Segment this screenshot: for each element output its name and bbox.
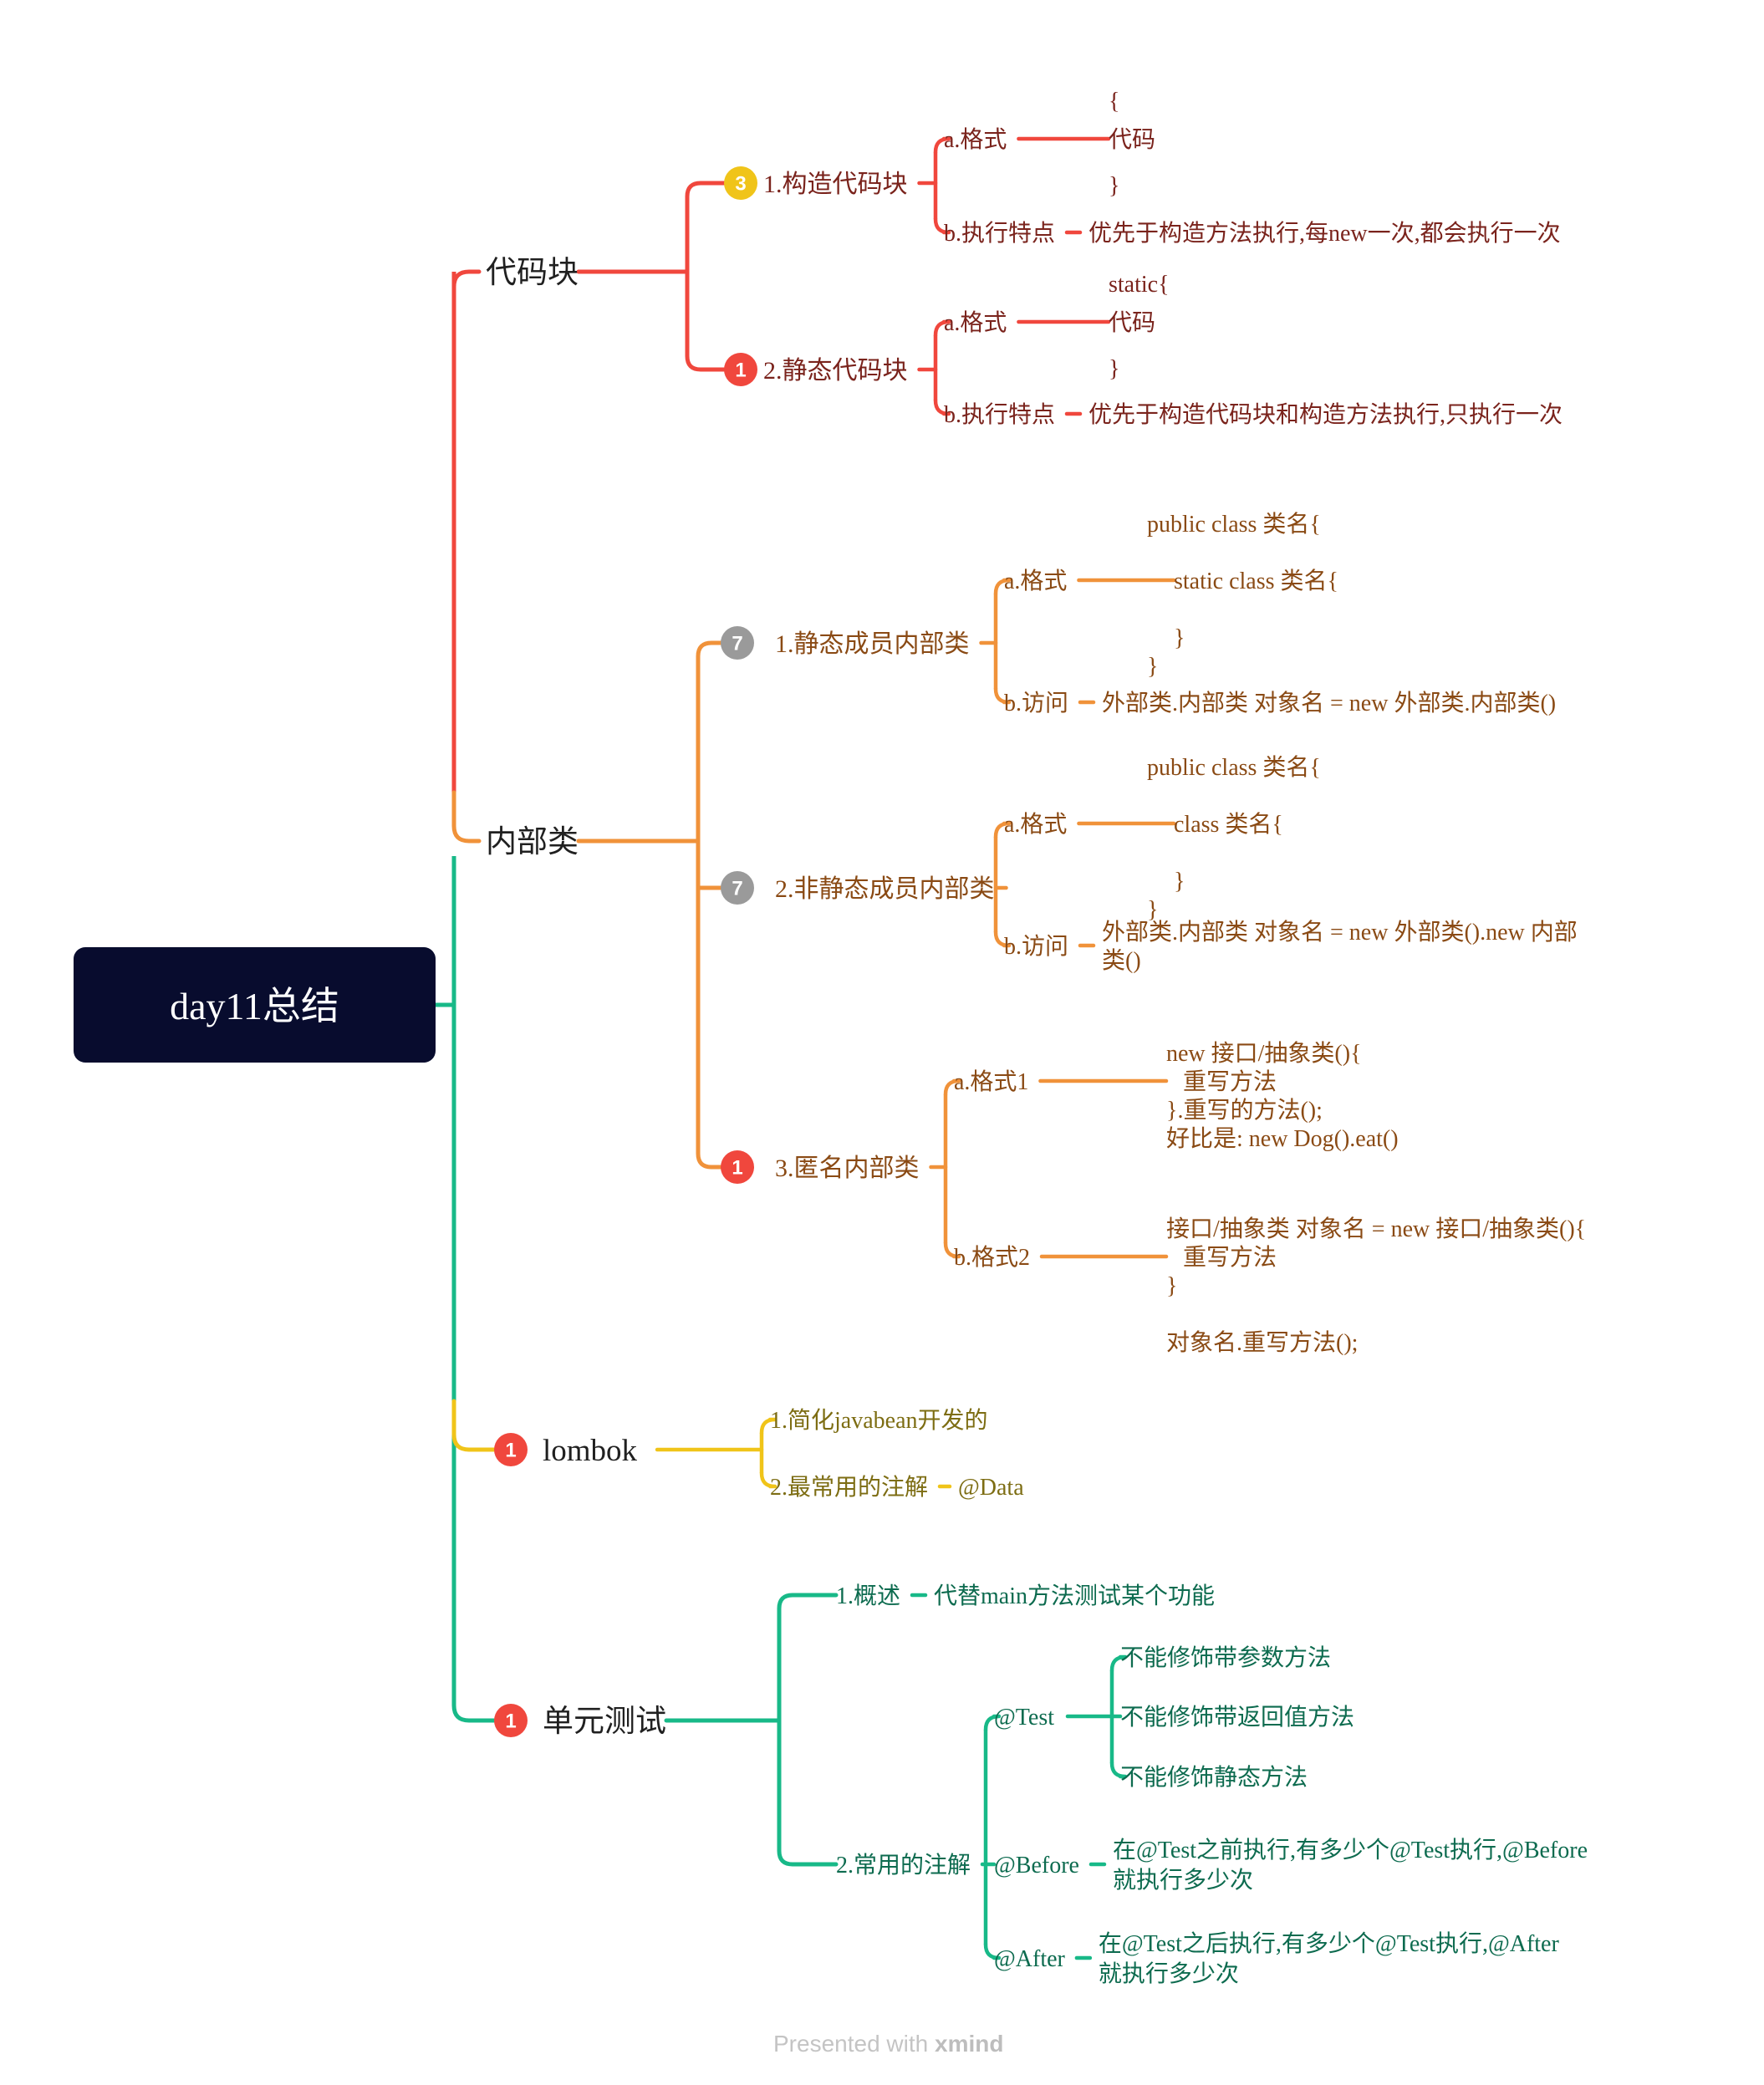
svg-text:重写方法: 重写方法 xyxy=(1183,1068,1277,1095)
svg-text:1.构造代码块: 1.构造代码块 xyxy=(763,171,908,198)
svg-text:在@Test之后执行,有多少个@Test执行,@After: 在@Test之后执行,有多少个@Test执行,@After xyxy=(1099,1930,1560,1957)
svg-text:优先于构造代码块和构造方法执行,只执行一次: 优先于构造代码块和构造方法执行,只执行一次 xyxy=(1088,401,1563,428)
svg-text:1: 1 xyxy=(505,1710,516,1733)
svg-text:不能修饰带返回值方法: 不能修饰带返回值方法 xyxy=(1120,1704,1354,1731)
svg-text:}: } xyxy=(1147,654,1158,680)
svg-text:b.执行特点: b.执行特点 xyxy=(944,220,1055,247)
svg-text:public class 类名{: public class 类名{ xyxy=(1147,511,1321,538)
svg-text:对象名.重写方法();: 对象名.重写方法(); xyxy=(1166,1329,1358,1356)
svg-text:a.格式: a.格式 xyxy=(1004,811,1067,838)
svg-text:}: } xyxy=(1109,173,1119,199)
svg-text:2.非静态成员内部类: 2.非静态成员内部类 xyxy=(775,875,995,903)
svg-text:1.静态成员内部类: 1.静态成员内部类 xyxy=(775,630,970,658)
svg-text:代码: 代码 xyxy=(1109,126,1155,153)
svg-text:@After: @After xyxy=(994,1946,1066,1972)
svg-text:外部类.内部类 对象名 = new 外部类().new 内部: 外部类.内部类 对象名 = new 外部类().new 内部 xyxy=(1102,919,1578,946)
svg-text:优先于构造方法执行,每new一次,都会执行一次: 优先于构造方法执行,每new一次,都会执行一次 xyxy=(1088,220,1561,247)
svg-text:代码: 代码 xyxy=(1109,309,1155,336)
svg-text:b.执行特点: b.执行特点 xyxy=(944,401,1055,428)
svg-text:1: 1 xyxy=(735,359,746,382)
svg-text:lombok: lombok xyxy=(543,1434,638,1468)
svg-text:7: 7 xyxy=(732,878,742,900)
svg-text:}.重写的方法();: }.重写的方法(); xyxy=(1166,1097,1323,1124)
svg-text:b.访问: b.访问 xyxy=(1004,690,1068,716)
svg-text:类(): 类() xyxy=(1102,947,1141,974)
svg-text:a.格式: a.格式 xyxy=(1004,568,1067,594)
svg-text:b.格式2: b.格式2 xyxy=(954,1244,1030,1271)
svg-text:day11总结: day11总结 xyxy=(170,985,339,1027)
svg-text:static class 类名{: static class 类名{ xyxy=(1174,568,1338,594)
svg-text:a.格式1: a.格式1 xyxy=(954,1068,1028,1095)
svg-text:代码块: 代码块 xyxy=(486,256,579,290)
svg-text:}: } xyxy=(1174,625,1185,651)
svg-text:2.最常用的注解: 2.最常用的注解 xyxy=(770,1474,928,1501)
svg-text:public class 类名{: public class 类名{ xyxy=(1147,754,1321,781)
svg-text:好比是: new Dog().eat(): 好比是: new Dog().eat() xyxy=(1166,1125,1399,1152)
svg-text:代替main方法测试某个功能: 代替main方法测试某个功能 xyxy=(934,1583,1215,1609)
svg-text:a.格式: a.格式 xyxy=(944,309,1007,336)
svg-text:7: 7 xyxy=(732,633,742,655)
svg-text:a.格式: a.格式 xyxy=(944,126,1007,153)
svg-text:就执行多少次: 就执行多少次 xyxy=(1113,1867,1253,1894)
svg-text:new 接口/抽象类(){: new 接口/抽象类(){ xyxy=(1166,1040,1362,1067)
svg-text:2.常用的注解: 2.常用的注解 xyxy=(836,1852,971,1879)
svg-text:内部类: 内部类 xyxy=(486,824,579,859)
svg-text:单元测试: 单元测试 xyxy=(543,1705,666,1739)
svg-text:1.概述: 1.概述 xyxy=(836,1583,900,1609)
svg-text:b.访问: b.访问 xyxy=(1004,933,1068,960)
svg-text:1.简化javabean开发的: 1.简化javabean开发的 xyxy=(770,1407,988,1434)
svg-text:}: } xyxy=(1174,869,1185,895)
svg-text:重写方法: 重写方法 xyxy=(1183,1244,1277,1271)
svg-text:@Test: @Test xyxy=(994,1705,1054,1731)
svg-text:就执行多少次: 就执行多少次 xyxy=(1099,1960,1239,1987)
svg-text:class 类名{: class 类名{ xyxy=(1174,811,1283,838)
svg-text:}: } xyxy=(1109,356,1119,382)
svg-text:3.匿名内部类: 3.匿名内部类 xyxy=(775,1155,920,1182)
svg-text:@Data: @Data xyxy=(958,1475,1024,1501)
svg-text:{: { xyxy=(1109,89,1119,115)
svg-text:@Before: @Before xyxy=(994,1853,1079,1879)
svg-text:不能修饰静态方法: 不能修饰静态方法 xyxy=(1120,1764,1308,1791)
svg-text:static{: static{ xyxy=(1109,272,1170,298)
svg-text:接口/抽象类 对象名 = new 接口/抽象类(){: 接口/抽象类 对象名 = new 接口/抽象类(){ xyxy=(1166,1216,1586,1242)
svg-text:3: 3 xyxy=(735,173,746,196)
svg-text:1: 1 xyxy=(732,1157,742,1180)
svg-text:不能修饰带参数方法: 不能修饰带参数方法 xyxy=(1120,1644,1331,1671)
svg-text:1: 1 xyxy=(505,1440,516,1462)
svg-text:2.静态代码块: 2.静态代码块 xyxy=(763,357,908,385)
svg-text:外部类.内部类 对象名 = new 外部类.内部类(): 外部类.内部类 对象名 = new 外部类.内部类() xyxy=(1102,690,1556,716)
svg-text:}: } xyxy=(1166,1273,1177,1299)
svg-text:在@Test之前执行,有多少个@Test执行,@Before: 在@Test之前执行,有多少个@Test执行,@Before xyxy=(1113,1837,1588,1863)
